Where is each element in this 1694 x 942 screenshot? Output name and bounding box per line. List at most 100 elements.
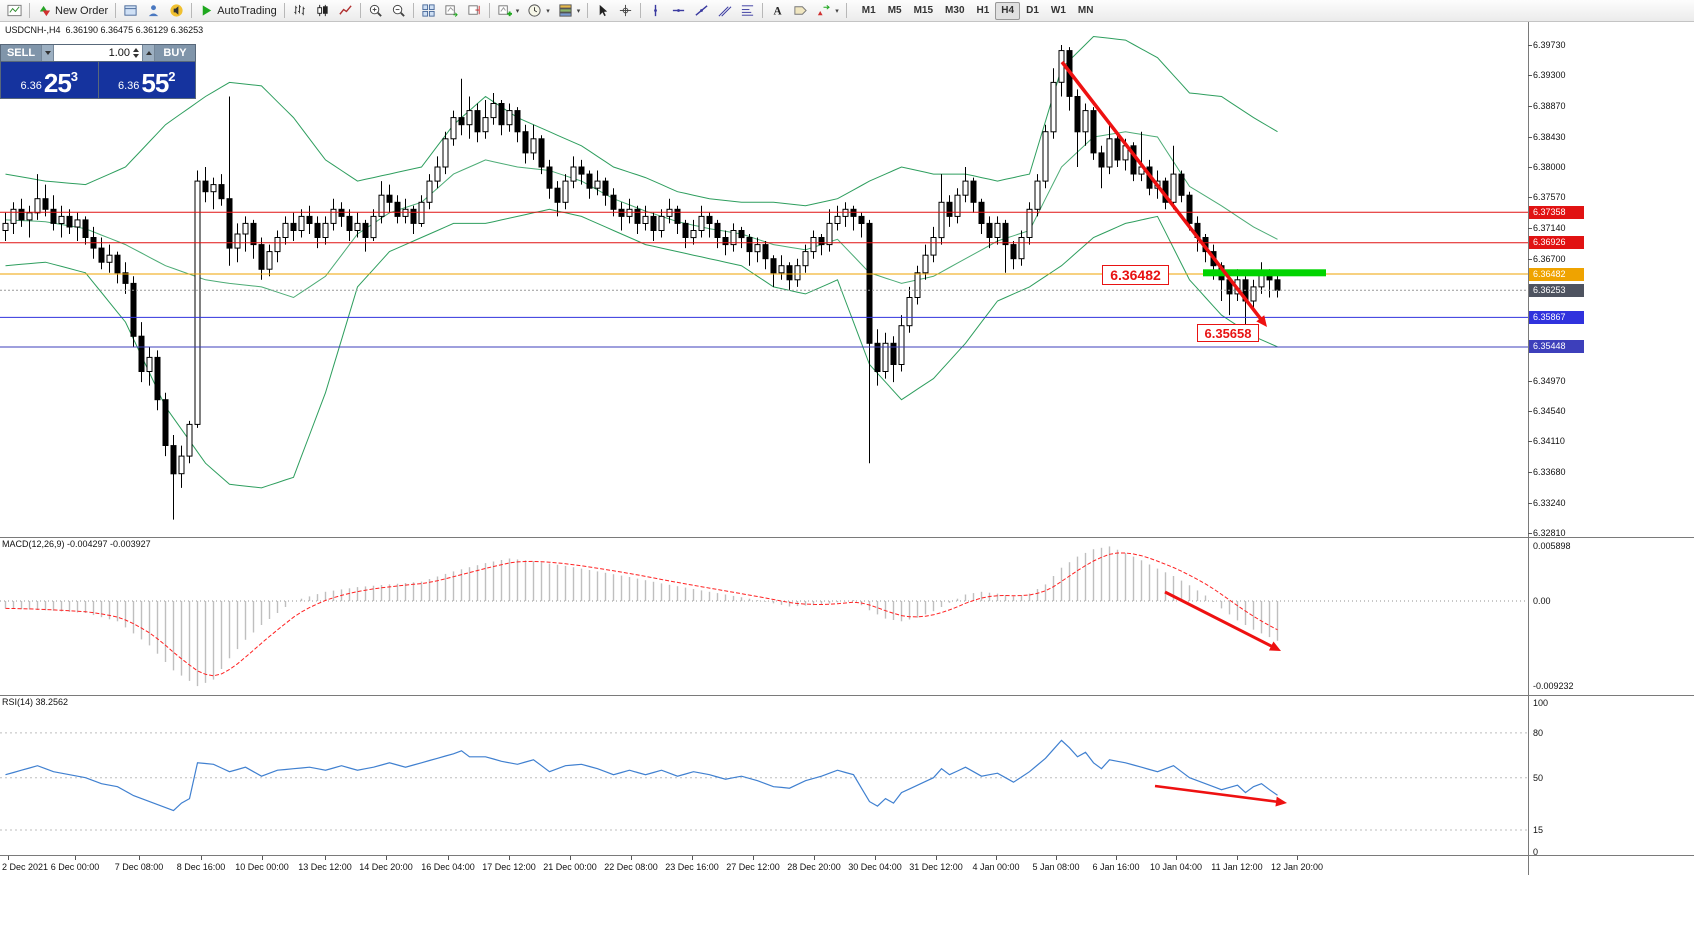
time-tick-mark <box>1297 856 1298 860</box>
toolbar-trendline-button[interactable] <box>690 1 713 21</box>
toolbar-cursor-button[interactable] <box>591 1 614 21</box>
profile-icon <box>146 3 161 18</box>
toolbar-news-button[interactable] <box>165 1 188 21</box>
price-annotation-label[interactable]: 6.35658 <box>1197 324 1259 342</box>
timeframe-m15-button[interactable]: M15 <box>913 5 934 16</box>
new-order-icon <box>37 3 52 18</box>
panel-separator[interactable] <box>0 537 1694 538</box>
toolbar-horizontal-line-button[interactable] <box>667 1 690 21</box>
toolbar-charts-button[interactable] <box>119 1 142 21</box>
sell-options-dropdown[interactable] <box>41 45 54 61</box>
price-tick-label: 6.33240 <box>1533 497 1566 508</box>
timeframe-m5-button[interactable]: M5 <box>887 5 902 16</box>
time-label: 8 Dec 16:00 <box>176 862 226 872</box>
toolbar-vertical-line-button[interactable] <box>644 1 667 21</box>
toolbar-templates-button[interactable]: ▾ <box>554 1 585 21</box>
toolbar-new-order-button[interactable]: New Order <box>33 1 112 21</box>
macd-axis-label: 0.005898 <box>1533 541 1571 552</box>
toolbar-text-label-button[interactable] <box>789 1 812 21</box>
time-tick-mark <box>139 856 140 860</box>
candlestick-layer <box>2 45 1281 520</box>
time-label: 23 Dec 16:00 <box>665 862 719 872</box>
price-tick-label: 6.38000 <box>1533 162 1566 172</box>
line-chart-icon <box>338 3 353 18</box>
buy-options-dropdown[interactable] <box>142 45 155 61</box>
sell-button[interactable]: SELL <box>1 45 41 61</box>
toolbar-periods-button[interactable]: ▾ <box>523 1 554 21</box>
volume-input[interactable]: 1.00 <box>54 45 142 61</box>
time-label: 10 Jan 04:00 <box>1149 862 1203 872</box>
one-click-trading-panel: SELL 1.00 BUY 6.36 25 3 6.36 55 2 <box>0 44 196 99</box>
toolbar-separator <box>115 3 117 18</box>
time-tick-mark <box>1056 856 1057 860</box>
toolbar-tile-windows-button[interactable] <box>417 1 440 21</box>
rsi-axis-label: 15 <box>1533 824 1544 835</box>
timeframe-d1-button[interactable]: D1 <box>1026 5 1039 16</box>
main-price-chart[interactable] <box>0 22 1528 537</box>
timeframe-m30-button[interactable]: M30 <box>945 5 965 16</box>
price-level-box: 6.35867 <box>1529 310 1584 324</box>
toolbar-zoom-in-button[interactable] <box>364 1 387 21</box>
toolbar-separator <box>845 3 847 18</box>
toolbar-arrows-button[interactable]: ▾ <box>812 1 843 21</box>
panel-separator[interactable] <box>0 695 1694 696</box>
chevron-down-icon <box>44 51 51 55</box>
templates-icon <box>558 3 573 18</box>
chevron-down-icon: ▾ <box>576 7 581 15</box>
buy-price-sup: 2 <box>168 69 176 84</box>
toolbar-zoom-out-button[interactable] <box>387 1 410 21</box>
time-label: 4 Jan 00:00 <box>972 862 1020 872</box>
toolbar-crosshair-button[interactable] <box>614 1 637 21</box>
rsi-axis-label: 50 <box>1533 772 1544 783</box>
toolbar-app-button[interactable] <box>3 1 26 21</box>
spin-up-icon <box>133 48 139 52</box>
time-axis[interactable]: 2 Dec 2021 6 Dec 00:00 7 Dec 08:00 8 Dec 16… <box>0 856 1528 876</box>
text-label-icon <box>793 3 808 18</box>
toolbar-fibonacci-button[interactable] <box>736 1 759 21</box>
channel-icon <box>717 3 732 18</box>
timeframe-group: M1 M5 M15 M30 H1 H4 D1 W1 MN <box>856 1 1100 20</box>
price-tick-label: 6.37570 <box>1533 192 1566 203</box>
buy-price-tile[interactable]: 6.36 55 2 <box>98 62 195 98</box>
time-tick-mark <box>8 856 9 860</box>
arrows-icon <box>816 3 831 18</box>
timeframe-m1-button[interactable]: M1 <box>861 5 876 16</box>
toolbar-candlestick-chart-button[interactable] <box>311 1 334 21</box>
new-order-label: New Order <box>55 4 109 17</box>
fibonacci-icon <box>740 3 755 18</box>
toolbar-profile-button[interactable] <box>142 1 165 21</box>
toolbar-line-chart-button[interactable] <box>334 1 357 21</box>
timeframe-h4-button[interactable]: H4 <box>995 1 1021 20</box>
charts-icon <box>123 3 138 18</box>
macd-indicator-panel[interactable] <box>0 537 1528 695</box>
buy-price-big: 55 <box>141 68 169 98</box>
price-annotation-label[interactable]: 6.36482 <box>1102 265 1169 285</box>
timeframe-h1-button[interactable]: H1 <box>976 5 990 16</box>
sell-price-tile[interactable]: 6.36 25 3 <box>1 62 98 98</box>
toolbar-autotrading-button[interactable]: AutoTrading <box>195 1 281 21</box>
timeframe-mn-button[interactable]: MN <box>1077 5 1094 16</box>
text-icon: A <box>770 3 785 18</box>
toolbar-text-button[interactable]: A <box>766 1 789 21</box>
chevron-down-icon: ▾ <box>546 7 550 15</box>
toolbar-bar-chart-button[interactable] <box>288 1 311 21</box>
toolbar-auto-scroll-button[interactable] <box>440 1 463 21</box>
price-level-box: 6.36253 <box>1529 283 1584 297</box>
toolbar-chart-shift-button[interactable] <box>463 1 486 21</box>
toolbar-channel-button[interactable] <box>713 1 736 21</box>
time-label: 16 Dec 04:00 <box>421 862 475 872</box>
time-label: 13 Dec 12:00 <box>298 862 352 872</box>
spin-down-icon <box>133 54 139 58</box>
price-level-box: 6.37358 <box>1529 205 1584 219</box>
sell-price-big: 25 <box>43 68 72 98</box>
buy-button[interactable]: BUY <box>155 45 195 61</box>
indicators-icon <box>497 3 512 18</box>
timeframe-w1-button[interactable]: W1 <box>1050 5 1066 16</box>
toolbar-indicators-button[interactable]: ▾ <box>493 1 524 21</box>
bar-chart-icon <box>292 3 307 18</box>
volume-stepper[interactable] <box>133 48 139 58</box>
time-label: 22 Dec 08:00 <box>604 862 658 872</box>
time-label: 30 Dec 04:00 <box>848 862 902 872</box>
rsi-indicator-panel[interactable] <box>0 695 1528 855</box>
